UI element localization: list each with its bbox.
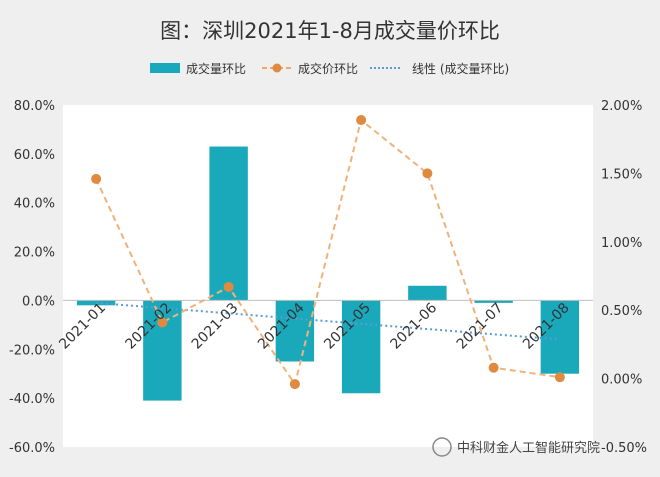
left-tick-label: -40.0% (9, 392, 55, 407)
bar-2021-08 (540, 300, 580, 374)
left-tick-label: 20.0% (14, 246, 55, 261)
plot-area (63, 105, 593, 447)
legend-label-volume: 成交量环比 (186, 61, 246, 76)
legend-label-trend: 线性 (成交量环比) (412, 61, 509, 76)
right-tick-label: 1.50% (601, 167, 642, 182)
left-tick-label: -20.0% (9, 343, 55, 358)
right-tick-label: 2.00% (601, 99, 642, 114)
price-point-2021-01 (91, 173, 102, 184)
right-tick-label: -0.50% (601, 441, 647, 456)
left-tick-label: 80.0% (14, 99, 55, 114)
right-tick-label: 0.00% (601, 373, 642, 388)
right-tick-label: 0.50% (601, 304, 642, 319)
legend-item-trend: 线性 (成交量环比) (370, 61, 509, 76)
price-markers (91, 115, 565, 390)
chart-title: 图：深圳2021年1-8月成交量价环比 (160, 19, 500, 43)
price-point-2021-05 (356, 115, 367, 126)
price-point-2021-04 (289, 379, 300, 390)
right-tick-label: 1.00% (601, 236, 642, 251)
legend-marker-price (272, 63, 282, 73)
legend-swatch-volume (150, 63, 180, 73)
price-point-2021-03 (223, 281, 234, 292)
legend-item-price: 成交价环比 (262, 61, 358, 76)
left-tick-label: -60.0% (9, 441, 55, 456)
left-tick-label: 0.0% (22, 294, 55, 309)
price-point-2021-02 (157, 317, 168, 328)
price-line (95, 118, 561, 387)
price-point-2021-08 (554, 372, 565, 383)
left-tick-label: 40.0% (14, 197, 55, 212)
price-point-2021-06 (422, 168, 433, 179)
price-point-2021-07 (488, 362, 499, 373)
bar-2021-02 (143, 300, 182, 401)
bar-2021-01 (76, 300, 116, 306)
right-axis: 2.00% 1.50% 1.00% 0.50% 0.00% -0.50% (601, 99, 647, 456)
watermark-text: 中科财金人工智能研究院 (457, 440, 600, 456)
bar-2021-03 (209, 146, 248, 301)
bar-2021-06 (408, 285, 447, 301)
legend-label-price: 成交价环比 (298, 61, 358, 76)
wechat-icon (432, 437, 452, 457)
bar-2021-05 (341, 300, 381, 394)
watermark: 中科财金人工智能研究院 (432, 437, 600, 457)
legend-item-volume: 成交量环比 (150, 61, 246, 76)
left-tick-label: 60.0% (14, 148, 55, 163)
left-axis: 80.0% 60.0% 40.0% 20.0% 0.0% -20.0% -40.0% -60.… (9, 99, 55, 456)
bar-2021-07 (474, 300, 513, 303)
legend: 成交量环比 成交价环比 线性 (成交量环比) (150, 61, 509, 76)
